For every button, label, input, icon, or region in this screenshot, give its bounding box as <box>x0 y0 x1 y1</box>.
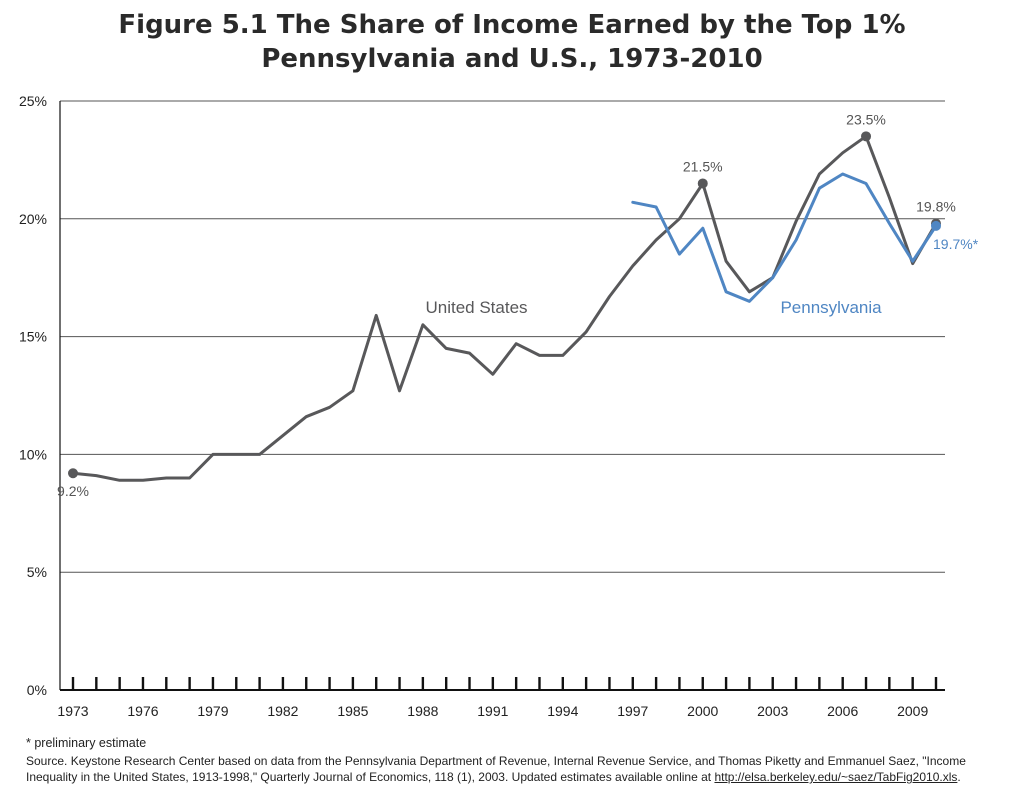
series-lines <box>71 134 938 482</box>
data-label: 9.2% <box>57 483 89 499</box>
source-text: Source. Keystone Research Center based o… <box>26 754 966 784</box>
title-line-2: Pennsylvania and U.S., 1973-2010 <box>261 44 763 74</box>
x-tick-label: 1982 <box>267 703 298 719</box>
x-tick-label: 2000 <box>687 703 718 719</box>
data-label: 19.8% <box>916 199 956 215</box>
gridlines <box>60 100 945 573</box>
x-tick-label: 1994 <box>547 703 578 719</box>
x-tick-label: 1988 <box>407 703 438 719</box>
x-tick-label: 1991 <box>477 703 508 719</box>
x-axis: 1973 1976 1979 1982 1985 1988 1991 1994 1997 2000… <box>57 677 945 719</box>
annotations: 9.2% 21.5% 23.5% 19.8% 19.7%* United States Pe… <box>57 111 979 499</box>
data-point-marker <box>861 131 872 142</box>
x-tick-label: 1997 <box>617 703 648 719</box>
footnote: * preliminary estimate <box>26 736 147 750</box>
source-note: Source. Keystone Research Center based o… <box>26 753 1016 785</box>
x-tick-label: 2003 <box>757 703 788 719</box>
y-tick-label: 10% <box>19 446 47 462</box>
y-tick-label: 0% <box>27 682 47 698</box>
data-point-marker <box>931 220 941 231</box>
series-line-united-states <box>71 134 938 482</box>
data-label: 19.7%* <box>933 236 979 252</box>
series-line-pennsylvania <box>631 172 938 303</box>
x-tick-label: 1985 <box>337 703 368 719</box>
x-tick-label: 1973 <box>57 703 88 719</box>
data-point-marker <box>697 178 708 189</box>
series-label: United States <box>425 298 527 317</box>
y-tick-label: 5% <box>27 564 47 580</box>
y-axis: 0% 5% 10% 15% 20% 25% <box>19 93 61 698</box>
x-tick-label: 1976 <box>127 703 158 719</box>
y-tick-label: 15% <box>19 329 47 345</box>
data-label: 21.5% <box>683 158 723 174</box>
source-end: . <box>957 770 961 784</box>
x-tick-label: 2006 <box>827 703 858 719</box>
x-tick-label: 2009 <box>897 703 928 719</box>
x-tick-label: 1979 <box>197 703 228 719</box>
y-tick-label: 25% <box>19 93 47 109</box>
title-line-1: Figure 5.1 The Share of Income Earned by… <box>118 10 906 40</box>
y-tick-label: 20% <box>19 211 47 227</box>
source-link[interactable]: http://elsa.berkeley.edu/~saez/TabFig201… <box>714 770 958 784</box>
line-chart: 0% 5% 10% 15% 20% 25% 1973 1976 1979 1982 1985 198… <box>19 93 979 719</box>
series-label: Pennsylvania <box>780 298 882 317</box>
chart-title: Figure 5.1 The Share of Income Earned by… <box>0 8 1024 76</box>
data-point-marker <box>68 468 78 479</box>
data-label: 23.5% <box>846 111 886 127</box>
